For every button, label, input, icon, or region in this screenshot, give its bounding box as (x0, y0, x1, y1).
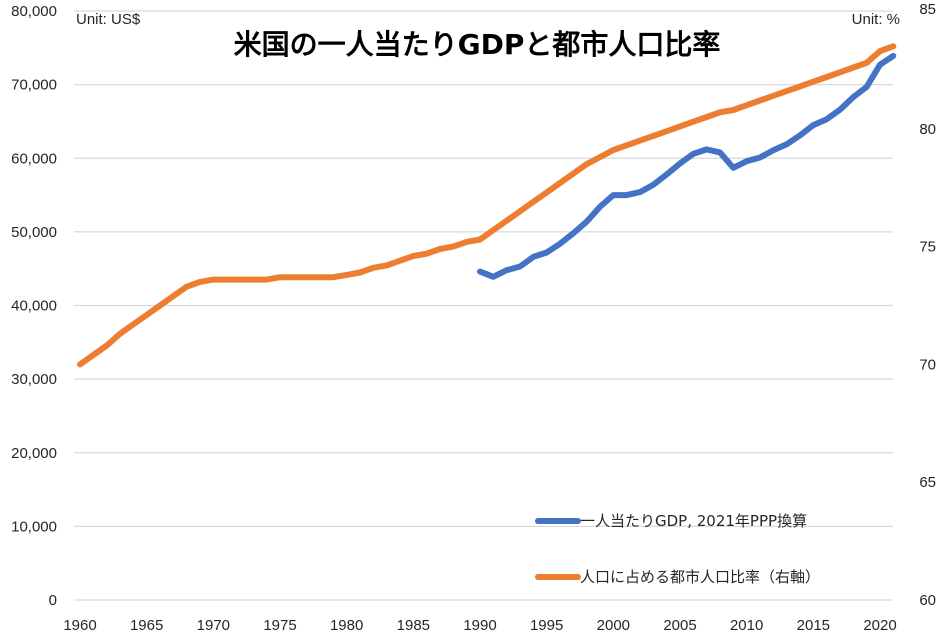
gridlines (74, 10, 893, 601)
right-tick-label: 80 (919, 121, 936, 138)
left-axis: 0 10,000 20,000 30,000 40,000 50,000 60,000 70,… (11, 3, 57, 609)
left-tick-label: 50,000 (11, 224, 57, 241)
x-tick-label: 1995 (530, 617, 563, 634)
x-tick-label: 1985 (397, 617, 430, 634)
x-tick-label: 2020 (863, 617, 896, 634)
legend-label-gdp: 一人当たりGDP, 2021年PPP換算 (580, 512, 807, 530)
series-lines (77, 43, 897, 368)
left-tick-label: 70,000 (11, 77, 57, 94)
left-tick-label: 20,000 (11, 445, 57, 462)
left-tick-label: 80,000 (11, 3, 57, 20)
left-tick-label: 60,000 (11, 150, 57, 167)
legend-item-gdp[interactable]: 一人当たりGDP, 2021年PPP換算 (535, 512, 807, 530)
x-tick-label: 1965 (130, 617, 163, 634)
left-axis-unit: Unit: US$ (76, 11, 141, 28)
right-tick-label: 65 (919, 474, 936, 491)
left-tick-label: 40,000 (11, 298, 57, 315)
series-line-urban (77, 43, 897, 368)
right-tick-label: 85 (919, 1, 936, 18)
legend-label-urban: 人口に占める都市人口比率（右軸） (580, 568, 820, 586)
series-line-gdp (477, 52, 897, 280)
x-tick-label: 2010 (730, 617, 763, 634)
x-tick-label: 1975 (263, 617, 296, 634)
legend-item-urban[interactable]: 人口に占める都市人口比率（右軸） (535, 568, 820, 586)
chart-title: 米国の一人当たりGDPと都市人口比率 (234, 28, 721, 61)
left-tick-label: 0 (49, 592, 57, 609)
x-tick-label: 2000 (597, 617, 630, 634)
left-tick-label: 10,000 (11, 518, 57, 535)
x-tick-label: 1980 (330, 617, 363, 634)
x-tick-label: 1970 (197, 617, 230, 634)
x-axis: 1960 1965 1970 1975 1980 1985 1990 1995 2000 2005… (63, 617, 896, 634)
left-tick-label: 30,000 (11, 371, 57, 388)
right-axis: 60 65 70 75 80 85 (919, 1, 936, 609)
x-tick-label: 2005 (663, 617, 696, 634)
right-tick-label: 75 (919, 239, 936, 256)
right-tick-label: 70 (919, 356, 936, 373)
x-tick-label: 1990 (463, 617, 496, 634)
legend: 一人当たりGDP, 2021年PPP換算 人口に占める都市人口比率（右軸） (535, 512, 820, 586)
x-tick-label: 1960 (63, 617, 96, 634)
right-axis-unit: Unit: % (852, 11, 900, 28)
right-tick-label: 60 (919, 592, 936, 609)
x-tick-label: 2015 (797, 617, 830, 634)
